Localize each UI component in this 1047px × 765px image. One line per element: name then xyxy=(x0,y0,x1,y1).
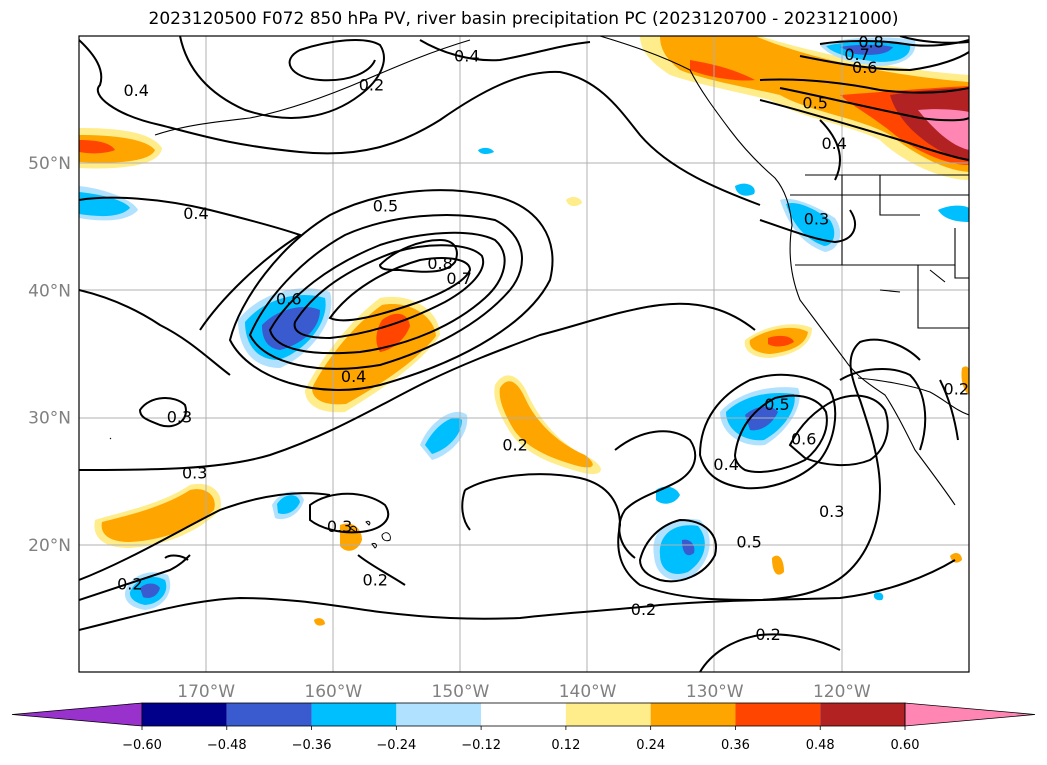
colorbar-tick-labels: −0.60 −0.48 −0.36 −0.24 −0.12 0.12 0.24 0.36 0.4… xyxy=(122,738,919,753)
map-panel: 0.4 0.20.40.4 0.50.80.70.60.40.30.20.3 0.40… xyxy=(79,21,969,672)
lon-tick-label: 160°W xyxy=(304,682,362,702)
colorbar-segment xyxy=(735,703,821,726)
coastlines xyxy=(154,36,969,506)
contour-label: 0.5 xyxy=(764,395,789,414)
colorbar-segment xyxy=(226,703,312,726)
lat-tick-label: 50°N xyxy=(28,154,71,174)
contour-label: 0.8 xyxy=(427,254,452,273)
colorbar xyxy=(11,702,1036,730)
colorbar-tick-label: 0.12 xyxy=(551,738,580,753)
contour-label: 0.6 xyxy=(852,58,877,77)
lat-tick-label: 20°N xyxy=(28,536,71,556)
latitude-labels: 50°N 40°N 30°N 20°N xyxy=(28,154,71,556)
colorbar-segment xyxy=(311,703,397,726)
colorbar-segment xyxy=(481,703,566,726)
colorbar-segment xyxy=(820,703,905,726)
contour-label: 0.7 xyxy=(446,269,471,288)
lon-tick-label: 140°W xyxy=(559,682,617,702)
colorbar-tick-label: −0.36 xyxy=(292,738,332,753)
colorbar-segment xyxy=(142,703,227,726)
colorbar-frame xyxy=(141,702,906,727)
longitude-labels: 170°W 160°W 150°W 140°W 130°W 120°W xyxy=(177,682,871,702)
contour-label: 0.3 xyxy=(804,209,829,228)
contour-label: 0.6 xyxy=(276,289,301,308)
colorbar-tick-label: 0.60 xyxy=(891,738,920,753)
contour-label: 0.3 xyxy=(182,464,207,483)
map-title: 2023120500 F072 850 hPa PV, river basin … xyxy=(148,9,899,29)
colorbar-segment xyxy=(565,703,651,726)
contour-label: 0.4 xyxy=(123,81,148,100)
contour-label: 0.6 xyxy=(791,429,816,448)
contour-label: 0.4 xyxy=(341,367,366,386)
contour-label: 0.2 xyxy=(117,574,142,593)
contour-label: 0.7 xyxy=(844,45,869,64)
colorbar-tick-label: 0.24 xyxy=(636,738,665,753)
contour-label: 0.4 xyxy=(183,204,208,223)
contour-label: 0.4 xyxy=(454,46,479,65)
gridlines xyxy=(79,36,969,672)
colorbar-tick-label: 0.48 xyxy=(806,738,835,753)
precip-shading xyxy=(79,36,969,626)
colorbar-extend-min xyxy=(11,702,143,727)
lat-tick-label: 30°N xyxy=(28,409,71,429)
contour-label: 0.2 xyxy=(359,76,384,95)
lon-tick-label: 120°W xyxy=(813,682,871,702)
contour-label: 0.8 xyxy=(858,32,883,51)
contour-label: 0.5 xyxy=(802,94,827,113)
contour-label: 0.3 xyxy=(819,502,844,521)
contour-label: 0.2 xyxy=(363,571,388,590)
colorbar-segment xyxy=(396,703,482,726)
colorbar-tick-label: −0.48 xyxy=(207,738,247,753)
contour-label: 1.0 xyxy=(931,21,956,40)
lon-tick-label: 150°W xyxy=(432,682,490,702)
colorbar-extend-max xyxy=(904,702,1036,727)
contour-label: 0.2 xyxy=(944,380,969,399)
lat-tick-label: 40°N xyxy=(28,281,71,301)
colorbar-tick-label: −0.12 xyxy=(461,738,501,753)
colorbar-segment xyxy=(650,703,736,726)
islands xyxy=(109,437,391,549)
colorbar-tick-label: 0.36 xyxy=(721,738,750,753)
colorbar-tick-label: −0.24 xyxy=(376,738,416,753)
contour-label: 0.5 xyxy=(373,197,398,216)
lon-tick-label: 170°W xyxy=(177,682,235,702)
contour-label: 0.2 xyxy=(755,625,780,644)
contour-label: 0.4 xyxy=(822,134,847,153)
contour-label: 0.2 xyxy=(631,600,656,619)
contour-label: 0.4 xyxy=(713,455,738,474)
colorbar-tick-label: −0.60 xyxy=(122,738,162,753)
map-frame xyxy=(78,35,970,673)
contour-label: 0.5 xyxy=(736,532,761,551)
contour-label: 0.3 xyxy=(167,408,192,427)
lon-tick-label: 130°W xyxy=(686,682,744,702)
contour-label: 0.2 xyxy=(502,436,527,455)
contour-labels: 0.4 0.20.40.4 0.50.80.70.60.40.30.20.3 0.40… xyxy=(117,21,969,644)
contour-label: 0.3 xyxy=(327,517,352,536)
pv-contours xyxy=(79,36,969,672)
